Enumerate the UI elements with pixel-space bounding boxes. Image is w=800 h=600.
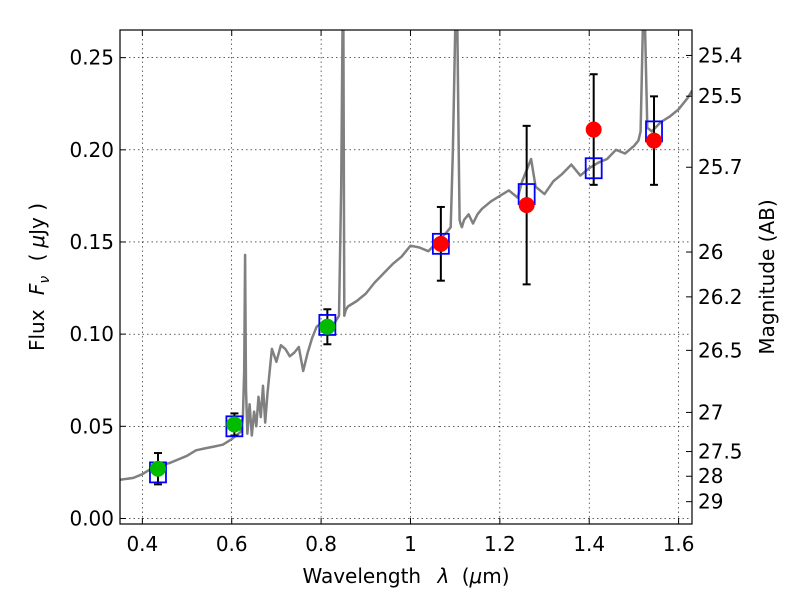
model-flux-square xyxy=(318,314,337,336)
magnitude-tick-label: 26 xyxy=(698,240,723,264)
photometry-point xyxy=(319,318,336,335)
y-tick-label: 0.20 xyxy=(69,138,114,162)
y-axis-label: Flux Fν (μJy ) xyxy=(25,203,54,351)
magnitude-tick-label: 25.4 xyxy=(698,43,743,67)
photometry-point xyxy=(585,121,602,138)
model-flux-square xyxy=(225,415,244,438)
model-square-layer xyxy=(149,120,663,484)
magnitude-axis-label: Magnitude (AB) xyxy=(755,199,779,354)
photometry-point xyxy=(226,416,243,433)
x-tick-label: 0.8 xyxy=(305,532,337,556)
magnitude-tick-label: 27 xyxy=(698,400,723,424)
y-tick-label: 0.15 xyxy=(69,230,114,254)
magnitude-tick-label: 25.5 xyxy=(698,84,743,108)
x-axis-ticks: 0.4 0.6 0.8 1 1.2 1.4 1.6 xyxy=(126,30,695,556)
y-tick-label: 0.25 xyxy=(69,46,114,70)
magnitude-tick-label: 28 xyxy=(698,464,723,488)
y-tick-label: 0.00 xyxy=(69,506,114,530)
model-flux-square xyxy=(584,157,603,180)
photometry-point-layer xyxy=(149,121,663,477)
photometry-point xyxy=(149,460,166,477)
y-axis-ticks: 0.00 0.05 0.10 0.15 0.20 0.25 xyxy=(69,46,126,530)
magnitude-tick-label: 27.5 xyxy=(698,440,743,464)
photometry-point xyxy=(432,235,449,252)
x-tick-label: 1 xyxy=(404,532,417,556)
y-tick-label: 0.10 xyxy=(69,322,114,346)
grid-layer xyxy=(120,30,692,524)
magnitude-tick-label: 29 xyxy=(698,490,723,514)
magnitude-tick-label: 26.5 xyxy=(698,338,743,362)
x-axis-label: Wavelength λ (μm) xyxy=(302,564,509,588)
photometry-point xyxy=(518,197,535,214)
x-tick-label: 1.6 xyxy=(663,532,695,556)
y-tick-label: 0.05 xyxy=(69,414,114,438)
photometry-point xyxy=(646,132,663,149)
plot-frame xyxy=(119,29,693,525)
x-tick-label: 1.2 xyxy=(484,532,516,556)
model-spectrum-line xyxy=(120,30,692,482)
magnitude-tick-label: 26.2 xyxy=(698,285,743,309)
x-tick-label: 1.4 xyxy=(573,532,605,556)
x-tick-label: 0.6 xyxy=(216,532,248,556)
spectrum-layer xyxy=(120,30,692,482)
magnitude-tick-label: 25.7 xyxy=(698,155,743,179)
x-tick-label: 0.4 xyxy=(126,532,158,556)
